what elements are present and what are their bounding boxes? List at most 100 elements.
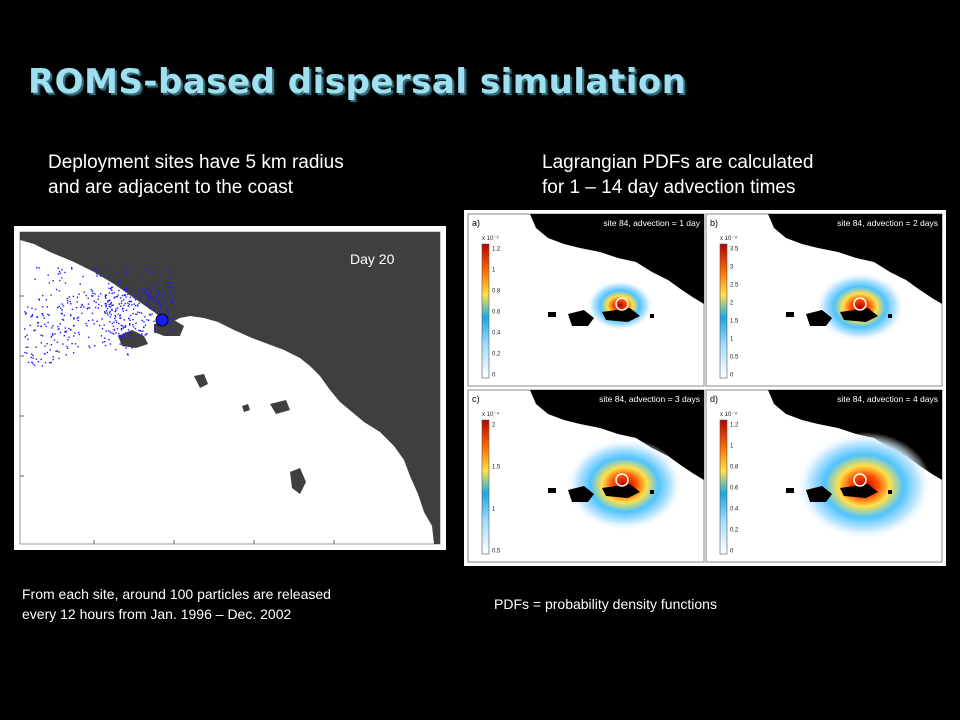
particle <box>44 323 46 325</box>
particle <box>173 286 175 289</box>
particle <box>169 290 172 292</box>
particle <box>114 296 116 298</box>
particle <box>108 292 111 294</box>
particle <box>163 300 166 302</box>
particle <box>31 361 33 363</box>
particle <box>55 288 58 291</box>
particle <box>120 297 122 299</box>
particle <box>159 307 162 309</box>
particle <box>113 292 115 294</box>
particle <box>82 275 84 278</box>
particle <box>66 302 69 304</box>
particle <box>96 320 98 322</box>
particle <box>169 281 172 284</box>
particle <box>63 314 65 317</box>
particle <box>43 317 45 319</box>
particle <box>35 358 38 360</box>
site-marker <box>615 297 629 311</box>
particle <box>151 313 153 315</box>
particle <box>48 314 50 316</box>
particle <box>27 306 29 308</box>
particle <box>49 349 51 351</box>
particle <box>92 295 94 297</box>
particle <box>155 291 157 293</box>
panel-title: site 84, advection = 3 days <box>599 394 700 404</box>
particle <box>24 311 26 313</box>
particle <box>86 325 88 327</box>
island <box>840 308 878 322</box>
particle <box>108 275 110 278</box>
particle <box>149 314 152 316</box>
particle <box>115 319 117 322</box>
particle <box>123 304 125 307</box>
particle <box>37 361 40 363</box>
particle <box>140 295 142 297</box>
particle <box>100 335 103 337</box>
particle <box>105 310 108 312</box>
colorbar-tick-label: 0.5 <box>492 549 501 555</box>
colorbar-tick-label: 0.4 <box>492 331 501 337</box>
particle <box>25 312 28 314</box>
colorbar-tick-label: 0 <box>730 549 734 555</box>
particle <box>132 308 135 310</box>
right-caption-line2: for 1 – 14 day advection times <box>542 177 796 198</box>
particle <box>91 290 94 292</box>
particle <box>134 299 137 301</box>
particle <box>123 336 126 338</box>
particle <box>58 271 61 273</box>
particle <box>127 329 130 331</box>
particle <box>142 330 144 332</box>
particle <box>104 303 107 305</box>
particle <box>58 290 61 292</box>
particle-cloud <box>24 266 175 367</box>
particle <box>154 325 156 328</box>
particle <box>115 310 117 312</box>
particle <box>153 307 156 310</box>
particle <box>146 268 148 271</box>
colorbar <box>481 419 490 555</box>
colorbar-tick-label: 1.2 <box>730 423 739 429</box>
particle <box>61 318 64 321</box>
particle <box>159 304 161 306</box>
particle <box>135 313 137 315</box>
particle <box>80 306 82 308</box>
particle <box>108 287 110 289</box>
pdf-panel-grid: 1.2 1 0.8 0.6 0.4 0.2 0 x 10⁻³ a) site 84, advect… <box>464 210 946 566</box>
particle <box>50 361 52 364</box>
particle <box>24 351 26 354</box>
particle <box>98 303 100 306</box>
particle <box>87 320 90 322</box>
site-marker <box>615 473 629 487</box>
particle <box>109 343 112 345</box>
particle <box>105 303 108 305</box>
island <box>602 308 640 322</box>
particle <box>158 292 160 295</box>
particle <box>143 326 145 328</box>
particle <box>52 358 54 361</box>
particle <box>31 315 33 317</box>
particle <box>126 272 128 274</box>
particle <box>100 305 103 307</box>
particle <box>71 342 73 345</box>
particle <box>68 336 70 338</box>
particle <box>168 313 170 315</box>
particle <box>40 325 42 327</box>
particle <box>110 306 112 308</box>
particle <box>116 296 118 298</box>
particle <box>122 327 124 329</box>
particle <box>118 289 120 292</box>
site-marker <box>853 297 867 311</box>
particle <box>122 299 125 301</box>
particle <box>47 321 49 324</box>
colorbar-tick-label: 0.6 <box>730 486 739 492</box>
particle <box>129 324 131 326</box>
particle <box>98 266 101 269</box>
particle <box>145 303 148 305</box>
particle <box>147 297 149 299</box>
particle <box>24 336 26 338</box>
particle <box>120 305 122 307</box>
particle <box>125 266 127 268</box>
particle <box>161 296 163 298</box>
colorbar-tick-label: 0 <box>730 373 734 379</box>
particle <box>125 347 127 349</box>
